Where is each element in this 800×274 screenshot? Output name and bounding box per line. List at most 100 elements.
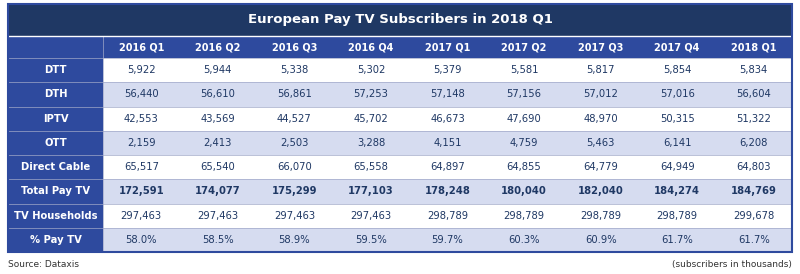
Text: European Pay TV Subscribers in 2018 Q1: European Pay TV Subscribers in 2018 Q1 — [247, 13, 553, 27]
Bar — [333, 107, 410, 131]
Text: 60.3%: 60.3% — [508, 235, 540, 245]
Text: 297,463: 297,463 — [121, 211, 162, 221]
Text: 5,463: 5,463 — [586, 138, 614, 148]
Text: 2017 Q1: 2017 Q1 — [425, 42, 470, 52]
Text: 56,440: 56,440 — [124, 89, 158, 99]
Bar — [639, 58, 715, 82]
Text: 4,759: 4,759 — [510, 138, 538, 148]
Text: 2016 Q4: 2016 Q4 — [348, 42, 394, 52]
Text: 2,159: 2,159 — [127, 138, 155, 148]
Text: 172,591: 172,591 — [118, 186, 164, 196]
Bar — [486, 107, 562, 131]
Text: 5,922: 5,922 — [127, 65, 155, 75]
Bar — [486, 204, 562, 228]
Text: 45,702: 45,702 — [354, 114, 388, 124]
Bar — [256, 204, 333, 228]
Text: 178,248: 178,248 — [425, 186, 470, 196]
Text: 297,463: 297,463 — [350, 211, 391, 221]
Text: 182,040: 182,040 — [578, 186, 623, 196]
Text: 66,070: 66,070 — [277, 162, 312, 172]
Bar — [715, 204, 792, 228]
Text: 61.7%: 61.7% — [738, 235, 770, 245]
Bar — [562, 58, 639, 82]
Text: 6,208: 6,208 — [739, 138, 768, 148]
Text: 175,299: 175,299 — [272, 186, 317, 196]
Bar — [256, 155, 333, 179]
Text: 50,315: 50,315 — [660, 114, 694, 124]
Bar — [103, 58, 179, 82]
Text: 298,789: 298,789 — [657, 211, 698, 221]
Bar — [639, 179, 715, 204]
Bar — [562, 131, 639, 155]
Text: 297,463: 297,463 — [198, 211, 238, 221]
Bar — [256, 58, 333, 82]
Bar — [486, 82, 562, 107]
Bar — [103, 204, 179, 228]
Bar — [410, 131, 486, 155]
Bar — [179, 179, 256, 204]
Bar — [486, 36, 562, 58]
Bar — [256, 228, 333, 252]
Text: 59.5%: 59.5% — [355, 235, 387, 245]
Text: 5,817: 5,817 — [586, 65, 615, 75]
Bar — [8, 228, 103, 252]
Bar — [410, 155, 486, 179]
Bar — [333, 228, 410, 252]
Bar — [8, 107, 103, 131]
Bar — [8, 179, 103, 204]
Bar — [179, 82, 256, 107]
Text: 298,789: 298,789 — [503, 211, 545, 221]
Text: 174,077: 174,077 — [195, 186, 241, 196]
Text: 44,527: 44,527 — [277, 114, 312, 124]
Bar — [715, 131, 792, 155]
Bar — [333, 131, 410, 155]
Bar — [715, 155, 792, 179]
Bar — [639, 107, 715, 131]
Bar — [333, 58, 410, 82]
Text: 5,944: 5,944 — [204, 65, 232, 75]
Text: 2017 Q2: 2017 Q2 — [502, 42, 546, 52]
Bar — [256, 82, 333, 107]
Text: 4,151: 4,151 — [434, 138, 462, 148]
Bar — [715, 179, 792, 204]
Text: (subscribers in thousands): (subscribers in thousands) — [672, 260, 792, 269]
Text: 65,540: 65,540 — [201, 162, 235, 172]
Text: 2016 Q3: 2016 Q3 — [272, 42, 317, 52]
Bar — [562, 82, 639, 107]
Text: DTH: DTH — [44, 89, 67, 99]
Text: 5,581: 5,581 — [510, 65, 538, 75]
Bar — [562, 107, 639, 131]
Bar — [333, 155, 410, 179]
Bar — [103, 228, 179, 252]
Bar — [715, 82, 792, 107]
Text: 298,789: 298,789 — [580, 211, 621, 221]
Bar — [639, 204, 715, 228]
Bar — [256, 107, 333, 131]
Text: 3,288: 3,288 — [357, 138, 385, 148]
Text: 2017 Q3: 2017 Q3 — [578, 42, 623, 52]
Bar — [179, 228, 256, 252]
Text: 57,012: 57,012 — [583, 89, 618, 99]
Text: 48,970: 48,970 — [583, 114, 618, 124]
Bar — [179, 155, 256, 179]
Bar — [486, 131, 562, 155]
Bar — [103, 155, 179, 179]
Text: 58.5%: 58.5% — [202, 235, 234, 245]
Text: 43,569: 43,569 — [201, 114, 235, 124]
Bar — [333, 204, 410, 228]
Text: 5,379: 5,379 — [434, 65, 462, 75]
Bar — [562, 228, 639, 252]
Bar — [333, 36, 410, 58]
Text: 65,558: 65,558 — [354, 162, 388, 172]
Text: 56,861: 56,861 — [277, 89, 312, 99]
Bar — [715, 228, 792, 252]
Bar — [333, 82, 410, 107]
Text: 60.9%: 60.9% — [585, 235, 617, 245]
Text: 47,690: 47,690 — [506, 114, 542, 124]
Text: 5,338: 5,338 — [280, 65, 309, 75]
Text: 57,253: 57,253 — [354, 89, 388, 99]
Bar — [715, 107, 792, 131]
Bar — [8, 131, 103, 155]
Bar — [562, 179, 639, 204]
Bar — [8, 4, 792, 36]
